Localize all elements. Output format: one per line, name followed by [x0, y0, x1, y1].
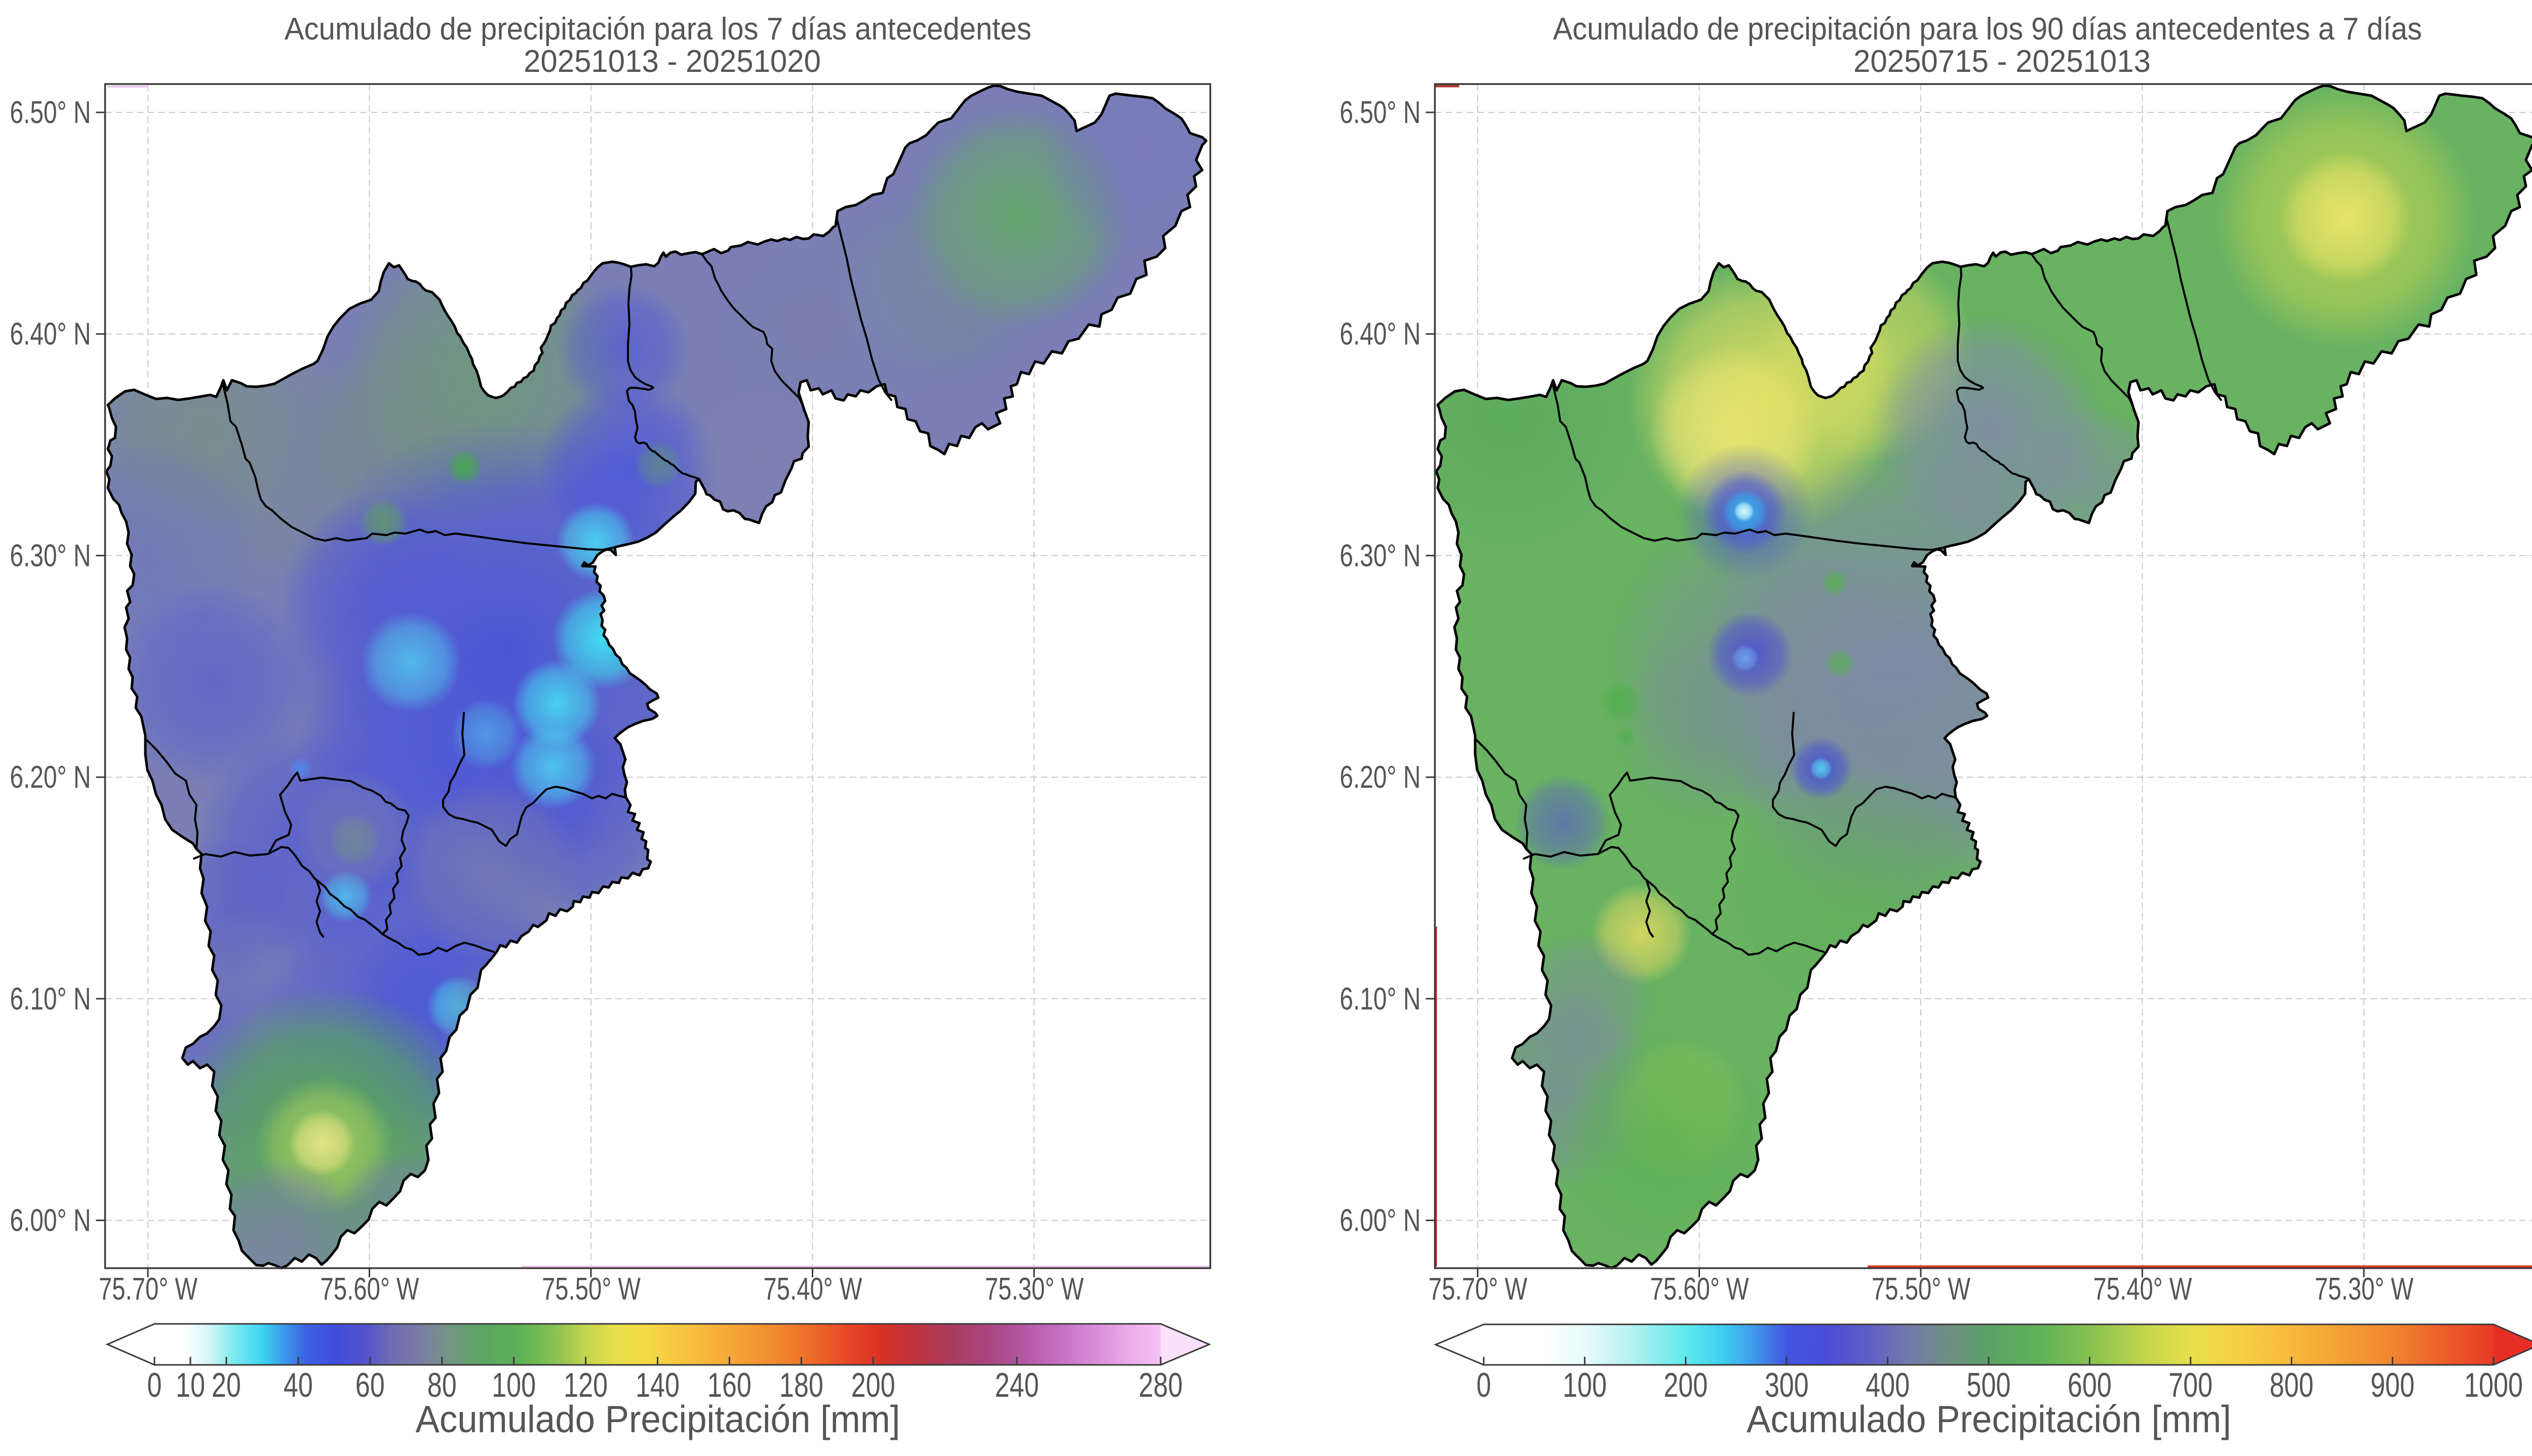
svg-text:6.00° N: 6.00° N [1340, 1203, 1421, 1238]
svg-text:20250715 - 20251013: 20250715 - 20251013 [1853, 44, 2151, 79]
svg-text:6.40° N: 6.40° N [1340, 317, 1421, 352]
svg-text:75.40° W: 75.40° W [764, 1272, 862, 1307]
svg-text:Acumulado de precipitación par: Acumulado de precipitación para los 7 dí… [285, 12, 1032, 47]
svg-text:280: 280 [1139, 1366, 1183, 1404]
svg-text:75.40° W: 75.40° W [2093, 1272, 2192, 1307]
svg-text:6.50° N: 6.50° N [1340, 95, 1421, 130]
svg-text:100: 100 [492, 1366, 536, 1404]
svg-text:140: 140 [636, 1366, 680, 1404]
svg-text:60: 60 [355, 1366, 385, 1404]
svg-text:6.00° N: 6.00° N [10, 1203, 91, 1238]
svg-text:6.30° N: 6.30° N [1340, 538, 1421, 573]
svg-text:200: 200 [851, 1366, 895, 1404]
svg-text:75.60° W: 75.60° W [1650, 1272, 1749, 1307]
svg-text:75.30° W: 75.30° W [2315, 1272, 2414, 1307]
svg-text:6.40° N: 6.40° N [10, 317, 91, 352]
svg-text:6.10° N: 6.10° N [10, 982, 91, 1017]
svg-text:75.50° W: 75.50° W [1872, 1272, 1970, 1307]
svg-text:300: 300 [1765, 1366, 1809, 1404]
svg-text:600: 600 [2068, 1366, 2112, 1404]
svg-text:160: 160 [707, 1366, 751, 1404]
svg-text:400: 400 [1866, 1366, 1910, 1404]
svg-text:6.10° N: 6.10° N [1340, 982, 1421, 1017]
svg-text:75.70° W: 75.70° W [1429, 1272, 1527, 1307]
svg-text:700: 700 [2168, 1366, 2212, 1404]
svg-text:20251013 - 20251020: 20251013 - 20251020 [524, 44, 821, 79]
svg-text:Acumulado Precipitación [mm]: Acumulado Precipitación [mm] [1747, 1398, 2231, 1440]
svg-text:240: 240 [995, 1366, 1039, 1404]
svg-text:6.50° N: 6.50° N [10, 95, 91, 130]
svg-text:800: 800 [2270, 1366, 2314, 1404]
svg-text:180: 180 [779, 1366, 823, 1404]
svg-text:75.30° W: 75.30° W [985, 1272, 1084, 1307]
svg-text:Acumulado Precipitación [mm]: Acumulado Precipitación [mm] [416, 1398, 900, 1440]
svg-text:6.20° N: 6.20° N [1340, 760, 1421, 795]
svg-text:20: 20 [212, 1366, 241, 1404]
svg-text:500: 500 [1967, 1366, 2011, 1404]
svg-text:40: 40 [284, 1366, 313, 1404]
svg-text:100: 100 [1563, 1366, 1607, 1404]
svg-text:75.60° W: 75.60° W [321, 1272, 419, 1307]
svg-text:75.70° W: 75.70° W [99, 1272, 197, 1307]
svg-text:0: 0 [1477, 1366, 1491, 1404]
svg-text:6.30° N: 6.30° N [10, 538, 91, 573]
svg-text:80: 80 [427, 1366, 457, 1404]
svg-text:Acumulado de precipitación par: Acumulado de precipitación para los 90 d… [1553, 12, 2422, 47]
svg-text:10: 10 [176, 1366, 205, 1404]
svg-text:900: 900 [2370, 1366, 2415, 1404]
svg-text:200: 200 [1664, 1366, 1708, 1404]
svg-text:6.20° N: 6.20° N [10, 760, 91, 795]
svg-text:1000: 1000 [2464, 1366, 2523, 1404]
svg-text:120: 120 [564, 1366, 608, 1404]
svg-text:0: 0 [147, 1366, 162, 1404]
svg-text:75.50° W: 75.50° W [542, 1272, 641, 1307]
